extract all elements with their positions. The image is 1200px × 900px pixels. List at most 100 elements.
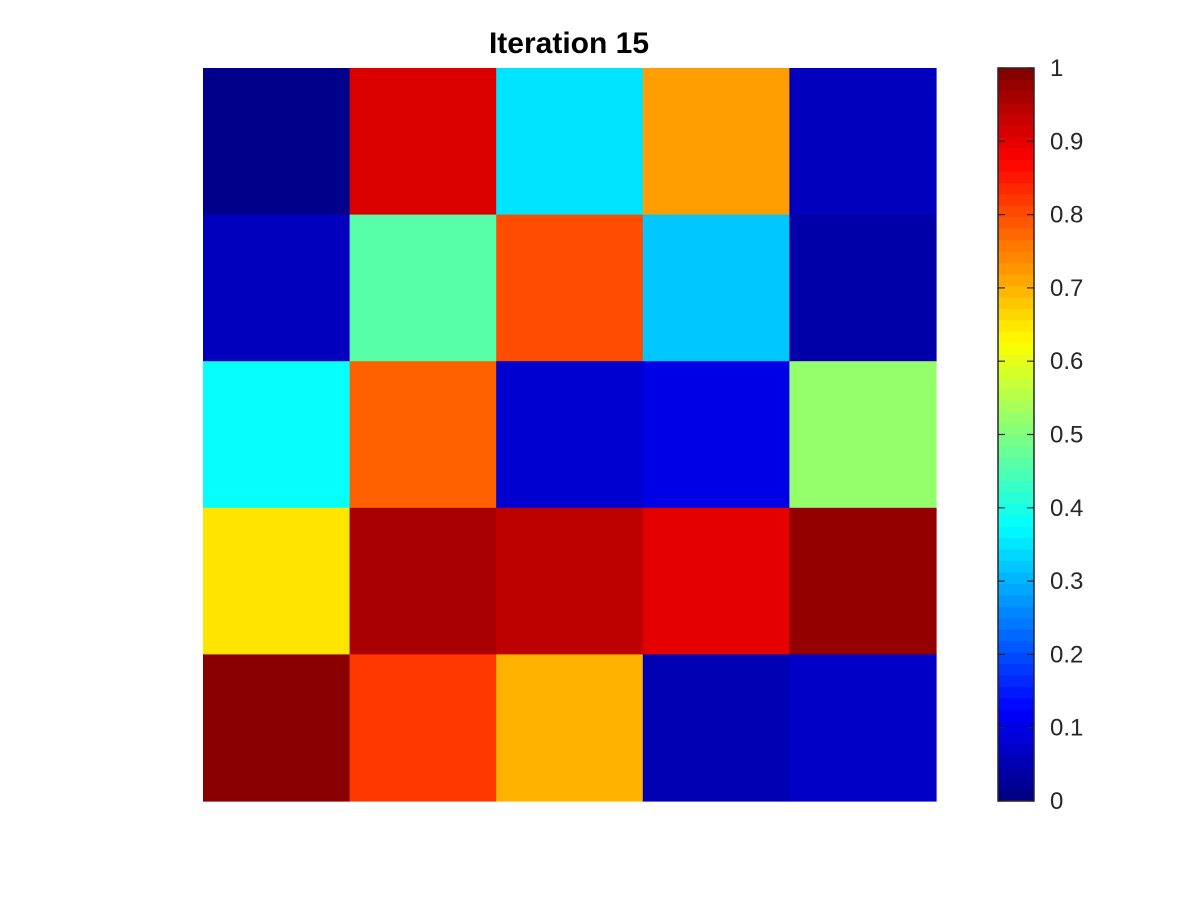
heatmap-cell-r2-c2 [349, 214, 497, 362]
colorbar-band [998, 663, 1034, 676]
colorbar-tick-label: 0.8 [1050, 202, 1083, 229]
colorbar-band [998, 778, 1034, 791]
heatmap-cell-r4-c4 [642, 507, 790, 655]
colorbar-tick-label: 0 [1050, 788, 1063, 815]
heatmap-cell-r5-c2 [349, 654, 497, 802]
colorbar-tick-label: 0.7 [1050, 275, 1083, 302]
heatmap-cell-r2-c5 [789, 214, 937, 362]
colorbar-band [998, 743, 1034, 756]
heatmap-cell-r3-c2 [349, 361, 497, 509]
chart-title: Iteration 15 [489, 27, 649, 60]
colorbar-band [998, 285, 1034, 298]
colorbar-band [998, 331, 1034, 344]
colorbar-band [998, 537, 1034, 550]
colorbar-band [998, 354, 1034, 367]
heatmap-cell-r3-c4 [642, 361, 790, 509]
heatmap-cell-r4-c2 [349, 507, 497, 655]
heatmap-cell-r4-c5 [789, 507, 937, 655]
colorbar-band [998, 491, 1034, 504]
colorbar-tick-label: 0.5 [1050, 422, 1083, 449]
colorbar-tick-label: 0.9 [1050, 128, 1083, 155]
heatmap-cell-r5-c1 [203, 654, 351, 802]
colorbar-band [998, 571, 1034, 584]
colorbar-band [998, 102, 1034, 115]
colorbar-band [998, 79, 1034, 92]
heatmap-cell-r2-c1 [203, 214, 351, 362]
colorbar-band [998, 526, 1034, 539]
colorbar-band [998, 239, 1034, 252]
heatmap-cell-r2-c4 [642, 214, 790, 362]
colorbar-band [998, 732, 1034, 745]
colorbar-band [998, 182, 1034, 195]
colorbar-band [998, 697, 1034, 710]
colorbar-band [998, 594, 1034, 607]
colorbar-band [998, 400, 1034, 413]
heatmap-cell-r1-c1 [203, 68, 351, 216]
colorbar-band [998, 377, 1034, 390]
colorbar-band [998, 342, 1034, 355]
heatmap-grid [203, 68, 937, 802]
colorbar-band [998, 549, 1034, 561]
colorbar-band [998, 68, 1034, 80]
colorbar-band [998, 583, 1034, 596]
heatmap-cell-r4-c3 [496, 507, 644, 655]
colorbar-band [998, 297, 1034, 310]
colorbar-band [998, 216, 1034, 229]
colorbar-band [998, 445, 1034, 458]
colorbar-band [998, 457, 1034, 470]
heatmap-cell-r5-c3 [496, 654, 644, 802]
colorbar-band [998, 709, 1034, 722]
heatmap-cell-r3-c1 [203, 361, 351, 509]
heatmap-cell-r4-c1 [203, 507, 351, 655]
colorbar-band [998, 205, 1034, 218]
heatmap-cell-r3-c5 [789, 361, 937, 509]
colorbar-band [998, 468, 1034, 481]
colorbar-band [998, 720, 1034, 733]
heatmap-cell-r3-c3 [496, 361, 644, 509]
colorbar-band [998, 90, 1034, 103]
heatmap-cell-r5-c4 [642, 654, 790, 802]
colorbar-band [998, 262, 1034, 275]
colorbar-band [998, 640, 1034, 653]
colorbar-band [998, 629, 1034, 642]
colorbar-band [998, 411, 1034, 424]
colorbar-band [998, 319, 1034, 332]
colorbar-tick-label: 0.3 [1050, 568, 1083, 595]
colorbar-band [998, 228, 1034, 241]
colorbar-band [998, 503, 1034, 516]
colorbar-band [998, 514, 1034, 527]
colorbar-band [998, 560, 1034, 573]
colorbar-gradient [998, 68, 1034, 802]
heatmap-cell-r1-c4 [642, 68, 790, 216]
colorbar-band [998, 686, 1034, 699]
colorbar-band [998, 789, 1034, 802]
colorbar-tick-label: 0.4 [1050, 495, 1083, 522]
colorbar-band [998, 480, 1034, 493]
colorbar-band [998, 423, 1034, 435]
colorbar-band [998, 193, 1034, 206]
colorbar-band [998, 766, 1034, 779]
colorbar-band [998, 125, 1034, 138]
heatmap-cell-r2-c3 [496, 214, 644, 362]
colorbar-band [998, 159, 1034, 172]
colorbar-band [998, 617, 1034, 630]
colorbar-band [998, 675, 1034, 687]
colorbar-band [998, 136, 1034, 149]
colorbar-band [998, 365, 1034, 378]
colorbar-band [998, 434, 1034, 447]
colorbar-band [998, 308, 1034, 321]
colorbar: 0 0.1 0.2 0.3 0.4 0.5 0.6 0.7 0.8 0.9 1 [997, 55, 1083, 815]
colorbar-band [998, 171, 1034, 184]
heatmap-cell-r1-c5 [789, 68, 937, 216]
heatmap-cell-r1-c2 [349, 68, 497, 216]
colorbar-tick-label: 0.1 [1050, 715, 1083, 742]
colorbar-band [998, 113, 1034, 126]
colorbar-band [998, 606, 1034, 619]
colorbar-band [998, 251, 1034, 264]
colorbar-band [998, 274, 1034, 287]
colorbar-tick-label: 0.2 [1050, 641, 1083, 668]
heatmap-cell-r1-c3 [496, 68, 644, 216]
colorbar-band [998, 652, 1034, 665]
colorbar-band [998, 755, 1034, 768]
